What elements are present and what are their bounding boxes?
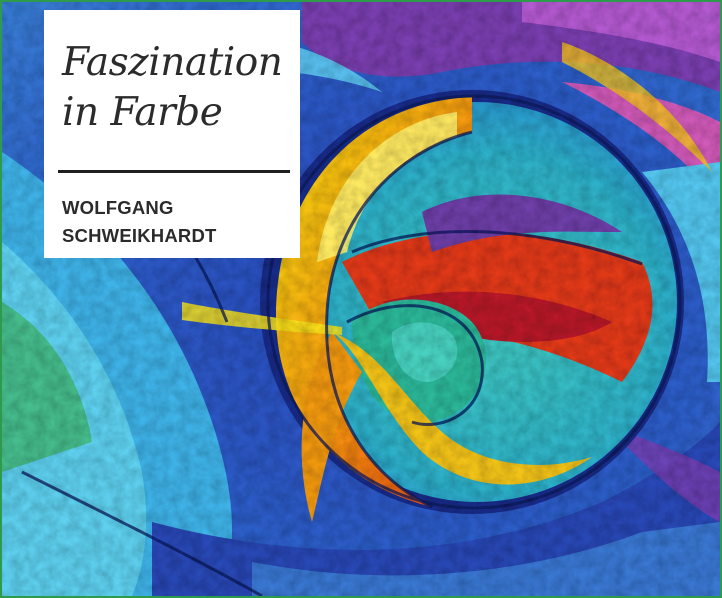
title-card: Faszination in Farbe WOLFGANG SCHWEIKHAR… [44, 10, 300, 258]
author-name: WOLFGANG SCHWEIKHARDT [62, 194, 292, 250]
book-title: Faszination in Farbe [62, 38, 292, 138]
title-divider [58, 170, 290, 173]
book-title-line-1: Faszination [62, 40, 283, 85]
book-title-line-2: in Farbe [62, 90, 223, 135]
author-name-line-2: SCHWEIKHARDT [62, 225, 217, 246]
author-name-line-1: WOLFGANG [62, 197, 174, 218]
